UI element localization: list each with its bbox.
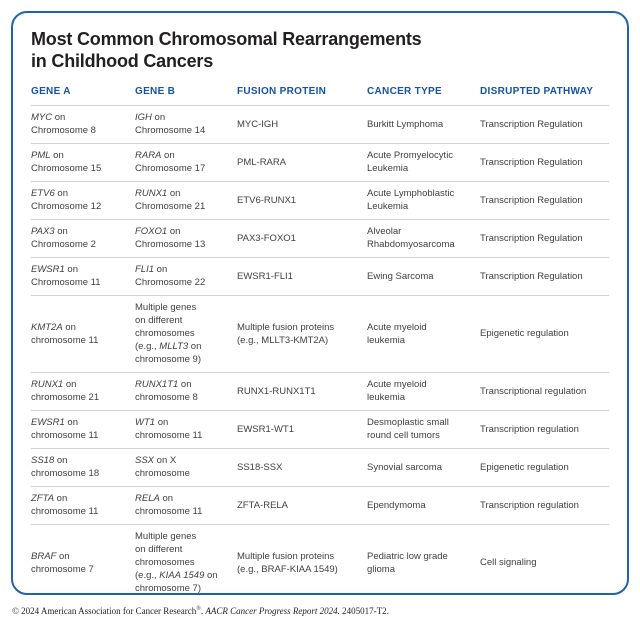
cell-disrupted-pathway: Transcription Regulation [480,156,583,168]
cell-cancer-type: Acute myeloid leukemia [367,321,427,346]
cell-cancer-type: Acute myeloid leukemia [367,379,427,403]
cell-gene-b: FLI1 on Chromosome 22 [135,264,206,288]
table-row: MYC on Chromosome 8 IGH on Chromosome 14 MYC… [31,105,609,143]
cell-disrupted-pathway: Transcriptional regulation [480,385,587,397]
cell-cancer-type: Desmoplastic small round cell tumors [367,417,449,441]
table-row: ETV6 on Chromosome 12 RUNX1 on Chromosome 2… [31,181,609,219]
table-title: Most Common Chromosomal Rearrangements i… [31,29,422,71]
cell-gene-b: RUNX1T1 on chromosome 8 [135,379,198,403]
cell-cancer-type: Acute Lymphoblastic Leukemia [367,188,455,212]
cell-disrupted-pathway: Transcription Regulation [480,232,583,244]
cell-gene-b: Multiple genes on different chromosomes (e.… [135,302,202,365]
column-header-cancer-type: CANCER TYPE [367,86,442,97]
column-header-disrupted-pathway: DISRUPTED PATHWAY [480,86,594,97]
table-row: PAX3 on Chromosome 2 FOXO1 on Chromosome 13… [31,219,609,257]
cell-gene-a: ZFTA on chromosome 11 [31,493,99,517]
cell-disrupted-pathway: Transcription Regulation [480,118,583,130]
cell-fusion-protein: PAX3-FOXO1 [237,232,296,244]
table-row: EWSR1 on Chromosome 11 FLI1 on Chromosome 2… [31,257,609,295]
cell-gene-b: IGH on Chromosome 14 [135,112,206,136]
cell-gene-b: WT1 on chromosome 11 [135,417,203,441]
footer-credit: © 2024 American Association for Cancer R… [12,606,389,616]
table-row: ZFTA on chromosome 11 RELA on chromosome 11… [31,486,609,524]
cell-gene-a: SS18 on chromosome 18 [31,455,100,479]
column-header-fusion-protein: FUSION PROTEIN [237,86,327,97]
cell-gene-b: RELA on chromosome 11 [135,493,203,517]
column-header-gene-a: GENE A [31,86,71,97]
table-row: PML on Chromosome 15 RARA on Chromosome 17 P… [31,143,609,181]
table-row: BRAF on chromosome 7 Multiple genes on diff… [31,524,609,594]
column-header-gene-b: GENE B [135,86,176,97]
cell-gene-a: EWSR1 on Chromosome 11 [31,264,101,288]
cell-cancer-type: Ewing Sarcoma [367,270,434,282]
cell-gene-a: KMT2A on chromosome 11 [31,321,99,346]
cell-disrupted-pathway: Cell signaling [480,557,537,568]
cell-fusion-protein: ZFTA-RELA [237,499,289,511]
cell-cancer-type: Pediatric low grade glioma [367,550,448,575]
table-header-row: GENE A GENE B FUSION PROTEIN CANCER TYPE DIS… [31,82,609,105]
table-card: Most Common Chromosomal Rearrangements i… [11,11,629,595]
cell-gene-a: EWSR1 on chromosome 11 [31,417,99,441]
cell-cancer-type: Synovial sarcoma [367,461,442,473]
cell-gene-a: PML on Chromosome 15 [31,150,102,174]
cell-cancer-type: Burkitt Lymphoma [367,118,444,130]
table-row: RUNX1 on chromosome 21 RUNX1T1 on chromosom… [31,372,609,410]
cell-disrupted-pathway: Transcription Regulation [480,270,583,282]
cell-fusion-protein: ETV6-RUNX1 [237,194,297,206]
cell-gene-a: PAX3 on Chromosome 2 [31,226,96,250]
table-row: EWSR1 on chromosome 11 WT1 on chromosome 11… [31,410,609,448]
cell-fusion-protein: EWSR1-WT1 [237,423,294,435]
cell-gene-b: Multiple genes on different chromosomes (e.… [135,531,218,594]
table-row: KMT2A on chromosome 11 Multiple genes on di… [31,295,609,372]
cell-disrupted-pathway: Transcription regulation [480,423,579,435]
cell-fusion-protein: EWSR1-FLI1 [237,270,293,282]
cell-disrupted-pathway: Transcription Regulation [480,194,583,206]
cell-fusion-protein: RUNX1-RUNX1T1 [237,385,316,397]
cell-fusion-protein: MYC-IGH [237,118,279,130]
table-body: MYC on Chromosome 8 IGH on Chromosome 14 MYC… [31,105,609,594]
cell-disrupted-pathway: Transcription regulation [480,499,579,511]
cell-gene-a: ETV6 on Chromosome 12 [31,188,102,212]
cell-disrupted-pathway: Epigenetic regulation [480,328,569,339]
cell-cancer-type: Alveolar Rhabdomyosarcoma [367,226,455,250]
cell-gene-b: FOXO1 on Chromosome 13 [135,226,206,250]
cell-cancer-type: Acute Promyelocytic Leukemia [367,150,454,174]
cell-disrupted-pathway: Epigenetic regulation [480,461,569,473]
cell-gene-b: RARA on Chromosome 17 [135,150,206,174]
cell-fusion-protein: PML-RARA [237,156,287,168]
cell-gene-a: RUNX1 on chromosome 21 [31,379,100,403]
cell-fusion-protein: SS18-SSX [237,461,283,473]
cell-cancer-type: Ependymoma [367,499,426,511]
cell-gene-a: BRAF on chromosome 7 [31,550,94,575]
cell-gene-a: MYC on Chromosome 8 [31,112,96,136]
cell-fusion-protein: Multiple fusion proteins (e.g., MLLT3-KMT… [237,321,335,346]
cell-gene-b: RUNX1 on Chromosome 21 [135,188,206,212]
cell-fusion-protein: Multiple fusion proteins (e.g., BRAF-KIAA… [237,550,338,575]
